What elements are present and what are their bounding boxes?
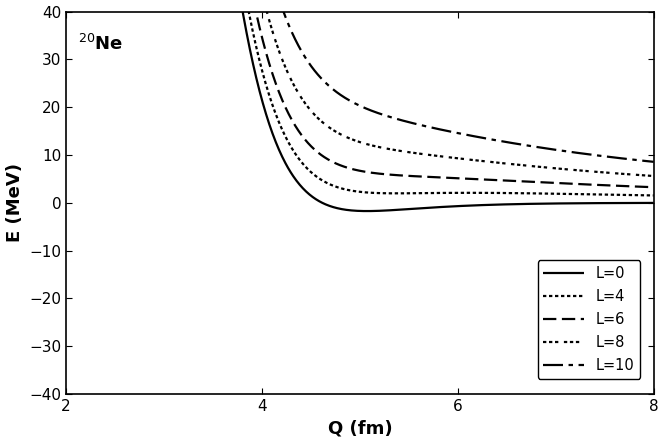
L=10 [578,151,586,156]
L=8 [525,163,533,168]
L=4 [446,190,454,195]
Line: L=0: L=0 [137,0,653,211]
L=6 [578,182,586,187]
L=6 [446,175,454,181]
Line: L=10: L=10 [137,0,653,162]
L=4 [525,190,533,196]
L=0 [525,201,533,206]
L=8 [462,156,470,162]
L=4 [649,193,657,198]
L=0 [363,208,371,214]
L=8 [649,173,657,179]
X-axis label: Q (fm): Q (fm) [327,420,392,437]
L=4 [433,190,441,196]
L=6 [649,185,657,190]
L=10 [525,143,533,148]
Line: L=8: L=8 [137,0,653,176]
L=6 [525,179,533,184]
L=4 [462,190,470,195]
L=10 [446,129,454,134]
L=0 [578,201,586,206]
L=4 [578,191,586,197]
Line: L=6: L=6 [137,0,653,187]
L=0 [434,205,442,210]
L=10 [433,126,441,132]
L=0 [649,200,657,206]
L=8 [433,153,441,159]
Line: L=4: L=4 [137,0,653,195]
Y-axis label: E (MeV): E (MeV) [5,163,23,242]
L=8 [446,155,454,160]
L=10 [649,159,657,164]
Legend: L=0, L=4, L=6, L=8, L=10: L=0, L=4, L=6, L=8, L=10 [538,260,641,379]
L=0 [447,204,455,209]
L=6 [462,176,470,181]
L=8 [578,168,586,173]
L=10 [462,132,470,137]
L=6 [433,175,441,180]
L=0 [463,203,471,208]
Text: $^{20}$Ne: $^{20}$Ne [78,34,123,54]
